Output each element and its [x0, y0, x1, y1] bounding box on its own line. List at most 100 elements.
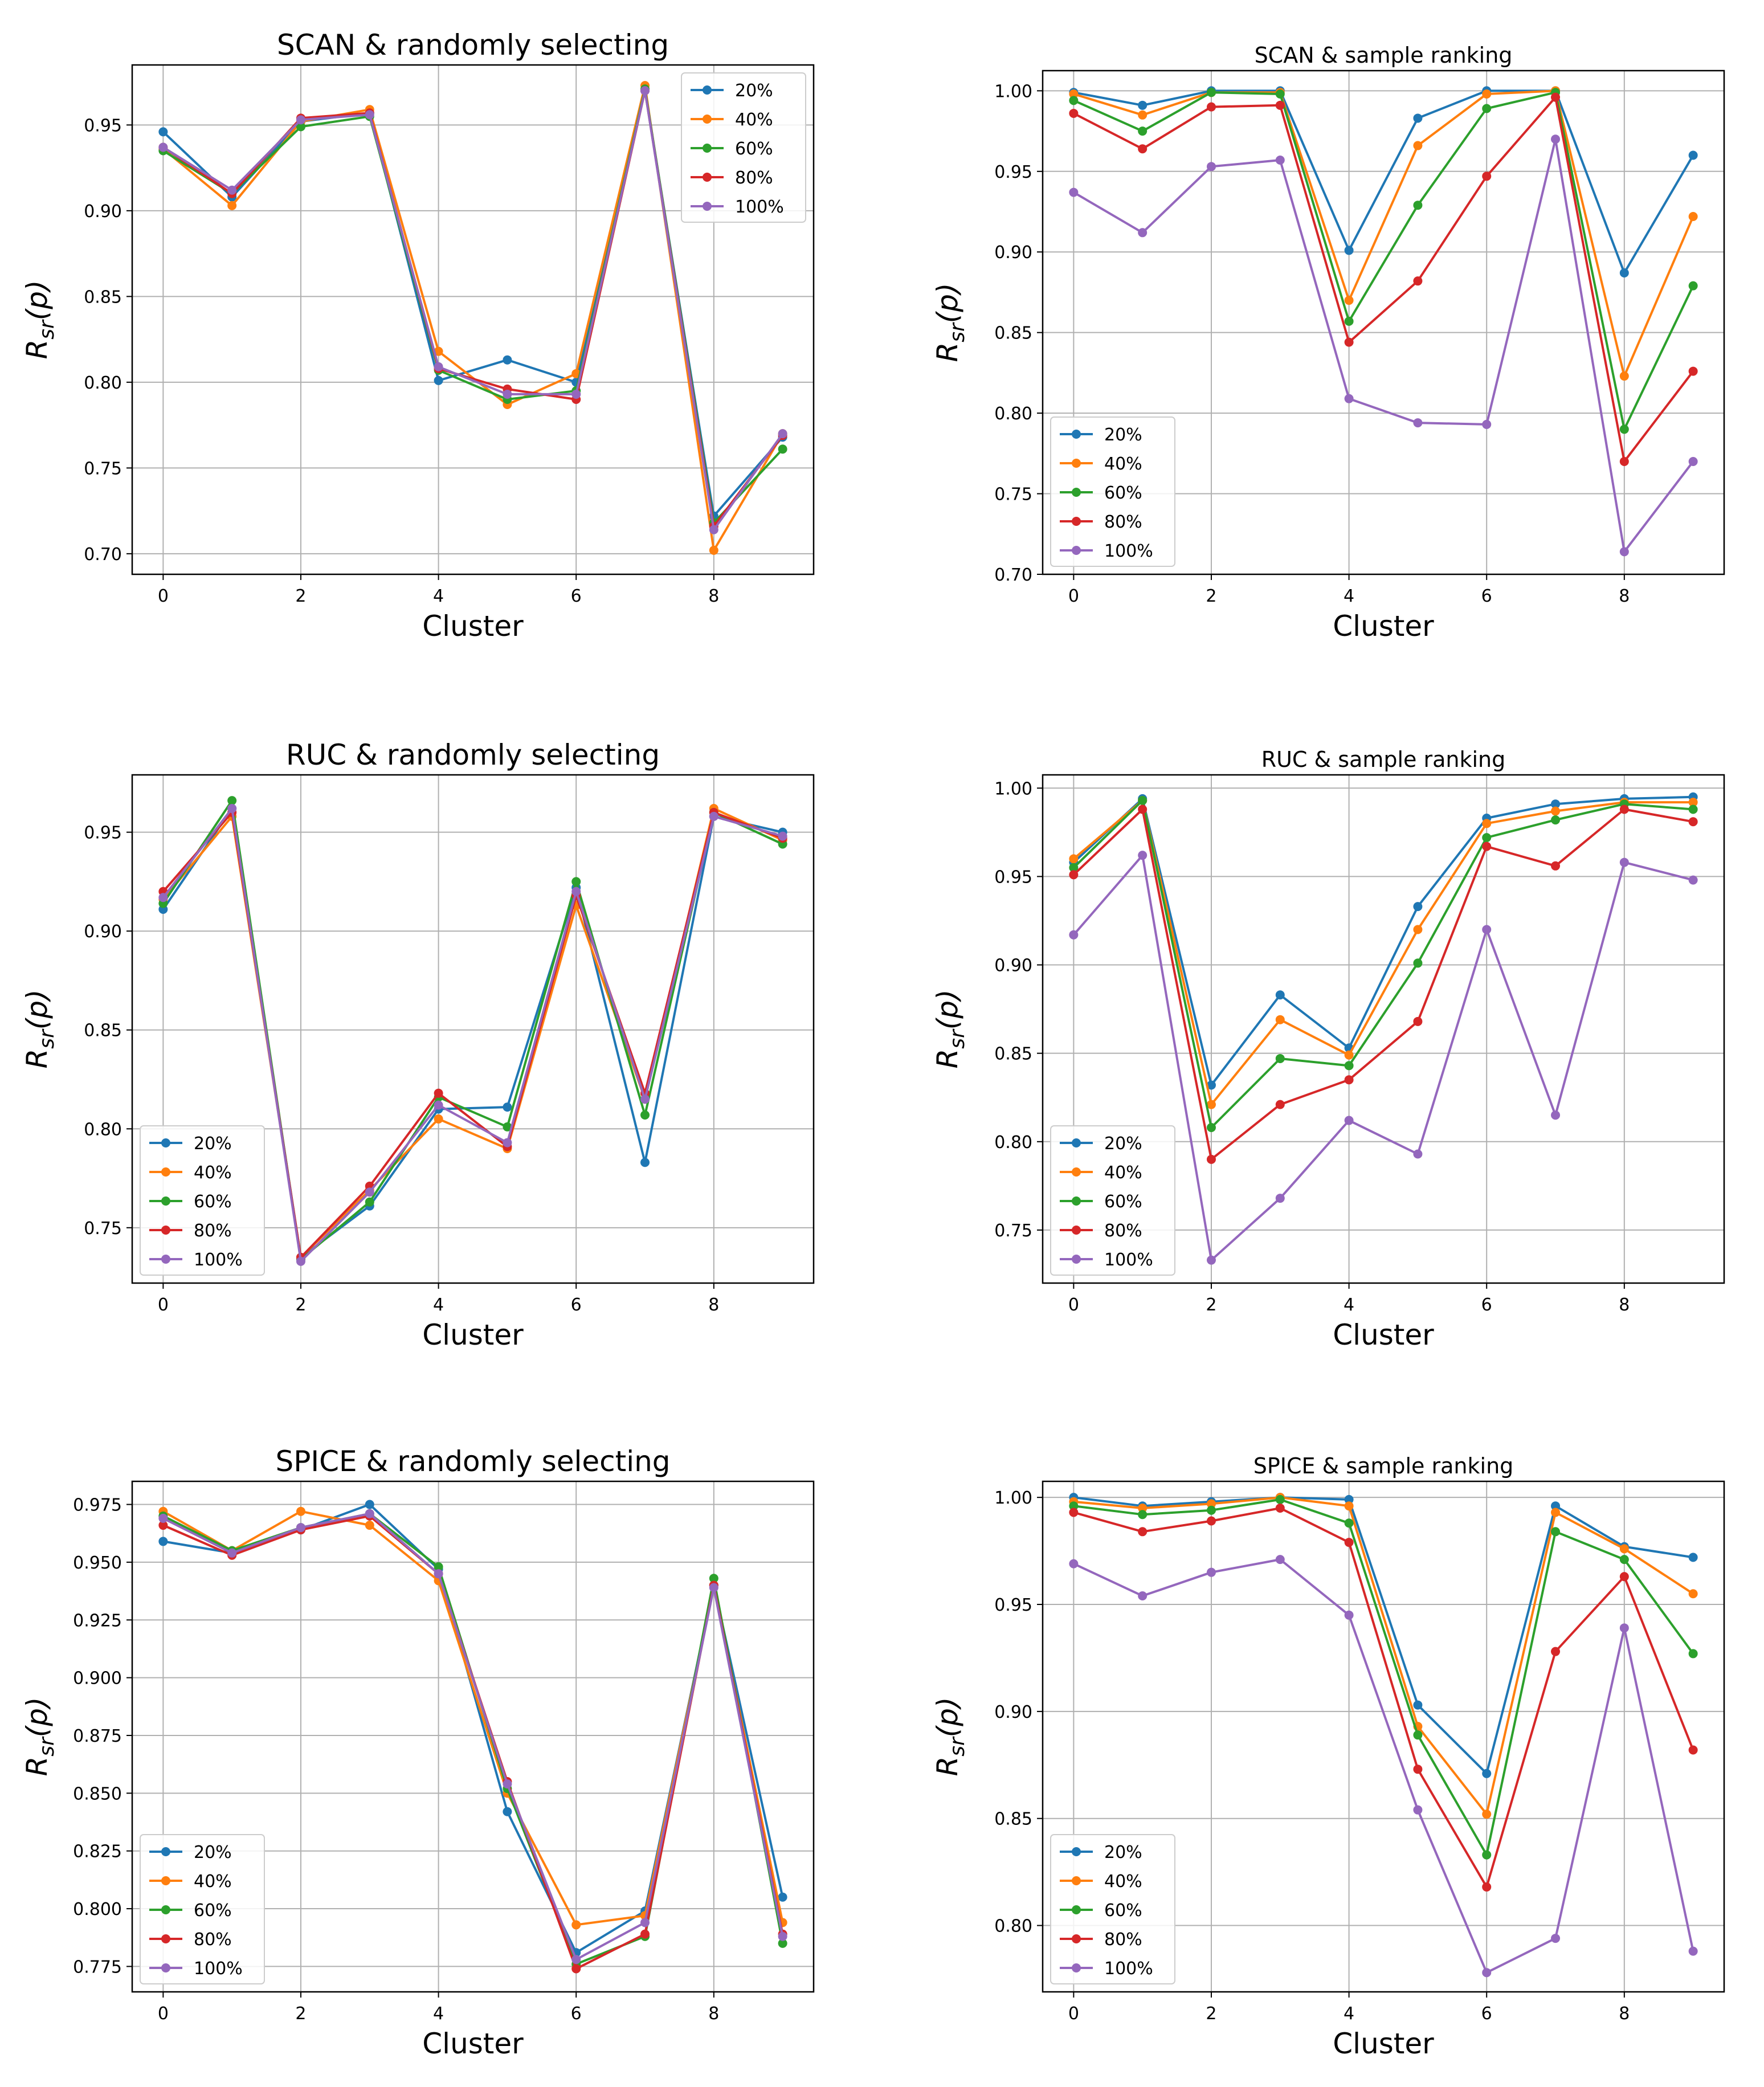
data-point [778, 429, 787, 439]
data-point [434, 375, 443, 385]
y-tick-label: 0.70 [994, 565, 1032, 585]
y-tick-label: 0.95 [84, 823, 122, 843]
x-tick-label: 2 [1206, 1295, 1216, 1315]
series-line [1073, 1507, 1694, 1888]
data-point [1619, 456, 1629, 466]
legend: 20% 40% 60% 80% 100% [140, 1834, 265, 1984]
y-tick-label: 0.80 [994, 404, 1032, 424]
legend: 20% 40% 60% 80% 100% [681, 72, 806, 223]
x-tick-label: 2 [1206, 586, 1216, 606]
data-point [1482, 1968, 1492, 1978]
x-tick-label: 6 [571, 1295, 582, 1315]
data-point [1688, 804, 1698, 814]
data-point [1551, 806, 1561, 816]
data-point [571, 389, 581, 399]
chart-title: SPICE & randomly selecting [275, 1445, 670, 1478]
data-point [1688, 1553, 1698, 1562]
data-point [434, 362, 443, 371]
x-tick-label: 6 [1481, 2004, 1492, 2024]
legend-marker [161, 1847, 170, 1856]
data-point [1069, 1508, 1079, 1517]
data-point [227, 1548, 237, 1558]
series-line [1073, 89, 1694, 274]
data-point [1206, 88, 1216, 97]
legend-marker [703, 202, 712, 211]
legend-label: 100% [1104, 1959, 1153, 1979]
data-point [1275, 100, 1285, 110]
data-point [1069, 89, 1079, 99]
legend-label: 20% [1104, 1134, 1142, 1154]
y-tick-label: 0.850 [73, 1784, 122, 1804]
data-point [1344, 1050, 1354, 1060]
data-point [1551, 861, 1561, 871]
y-tick-label: 0.90 [994, 1702, 1032, 1722]
data-point [709, 545, 718, 555]
legend-marker [1072, 1905, 1081, 1914]
x-tick-label: 8 [1619, 2004, 1630, 2024]
x-tick-label: 8 [1619, 586, 1630, 606]
series-line [1073, 1496, 1693, 1775]
legend-marker [161, 1226, 170, 1235]
series-line [1073, 808, 1693, 1161]
data-point [1206, 1505, 1216, 1515]
chart-panel: 0 2 4 6 8 0.70 0.75 0.80 0.85 0.90 0.95 SCAN & rand… [21, 28, 815, 643]
y-tick-label: 0.85 [994, 1044, 1032, 1064]
data-point [1344, 296, 1354, 305]
data-point [1413, 418, 1423, 428]
data-point [365, 1197, 374, 1207]
data-point [1413, 113, 1423, 123]
legend-marker [1072, 546, 1081, 555]
legend: 20% 40% 60% 80% 100% [1050, 1125, 1175, 1276]
data-point [1619, 857, 1629, 867]
data-point [1688, 281, 1698, 291]
series-line [162, 89, 784, 531]
data-point [1344, 1538, 1354, 1547]
y-axis-label: Rsr(p) [931, 283, 969, 362]
chart-panel: 0 2 4 6 8 0.70 0.75 0.80 0.85 0.90 0.95 1.00 SCAN & … [931, 43, 1725, 643]
y-tick-label: 0.80 [994, 1917, 1032, 1937]
axes-frame [1042, 774, 1725, 1284]
legend-label: 40% [194, 1163, 232, 1183]
legend: 20% 40% 60% 80% 100% [1050, 1834, 1175, 1984]
data-point [1482, 925, 1492, 934]
data-point [296, 1256, 305, 1266]
data-point [1413, 1700, 1423, 1710]
data-point [365, 1521, 374, 1530]
data-point [1482, 1769, 1492, 1778]
data-point [1413, 958, 1423, 968]
data-point [158, 893, 168, 902]
data-point [365, 1187, 374, 1197]
y-tick-label: 1.00 [994, 81, 1032, 101]
data-point [571, 887, 581, 896]
y-tick-label: 0.80 [84, 1120, 122, 1140]
data-point [1206, 1100, 1216, 1109]
data-point [1344, 337, 1354, 347]
legend: 20% 40% 60% 80% 100% [140, 1125, 265, 1276]
legend-box [140, 1125, 265, 1276]
data-point [1344, 1610, 1354, 1620]
data-point [503, 355, 512, 365]
data-point [1413, 201, 1423, 210]
legend-label: 100% [194, 1250, 243, 1270]
data-point [778, 1931, 787, 1941]
legend-marker [703, 85, 712, 95]
legend-label: 20% [1104, 425, 1142, 445]
data-point [1069, 1559, 1079, 1569]
legend-marker [161, 1876, 170, 1885]
data-point [1069, 187, 1079, 197]
data-point [1551, 799, 1561, 809]
legend-marker [1072, 488, 1081, 497]
x-tick-label: 0 [1068, 2004, 1079, 2024]
data-point [1206, 102, 1216, 112]
legend-marker [1072, 459, 1081, 468]
series-line [1073, 91, 1694, 431]
data-point [1482, 104, 1492, 113]
data-point [434, 1088, 443, 1098]
x-tick-label: 0 [1068, 1295, 1079, 1315]
data-point [1688, 150, 1698, 160]
data-point [434, 1100, 443, 1110]
legend-marker [161, 1196, 170, 1206]
data-point [1413, 141, 1423, 150]
y-tick-label: 0.85 [84, 1021, 122, 1041]
legend-label: 60% [1104, 1192, 1142, 1212]
